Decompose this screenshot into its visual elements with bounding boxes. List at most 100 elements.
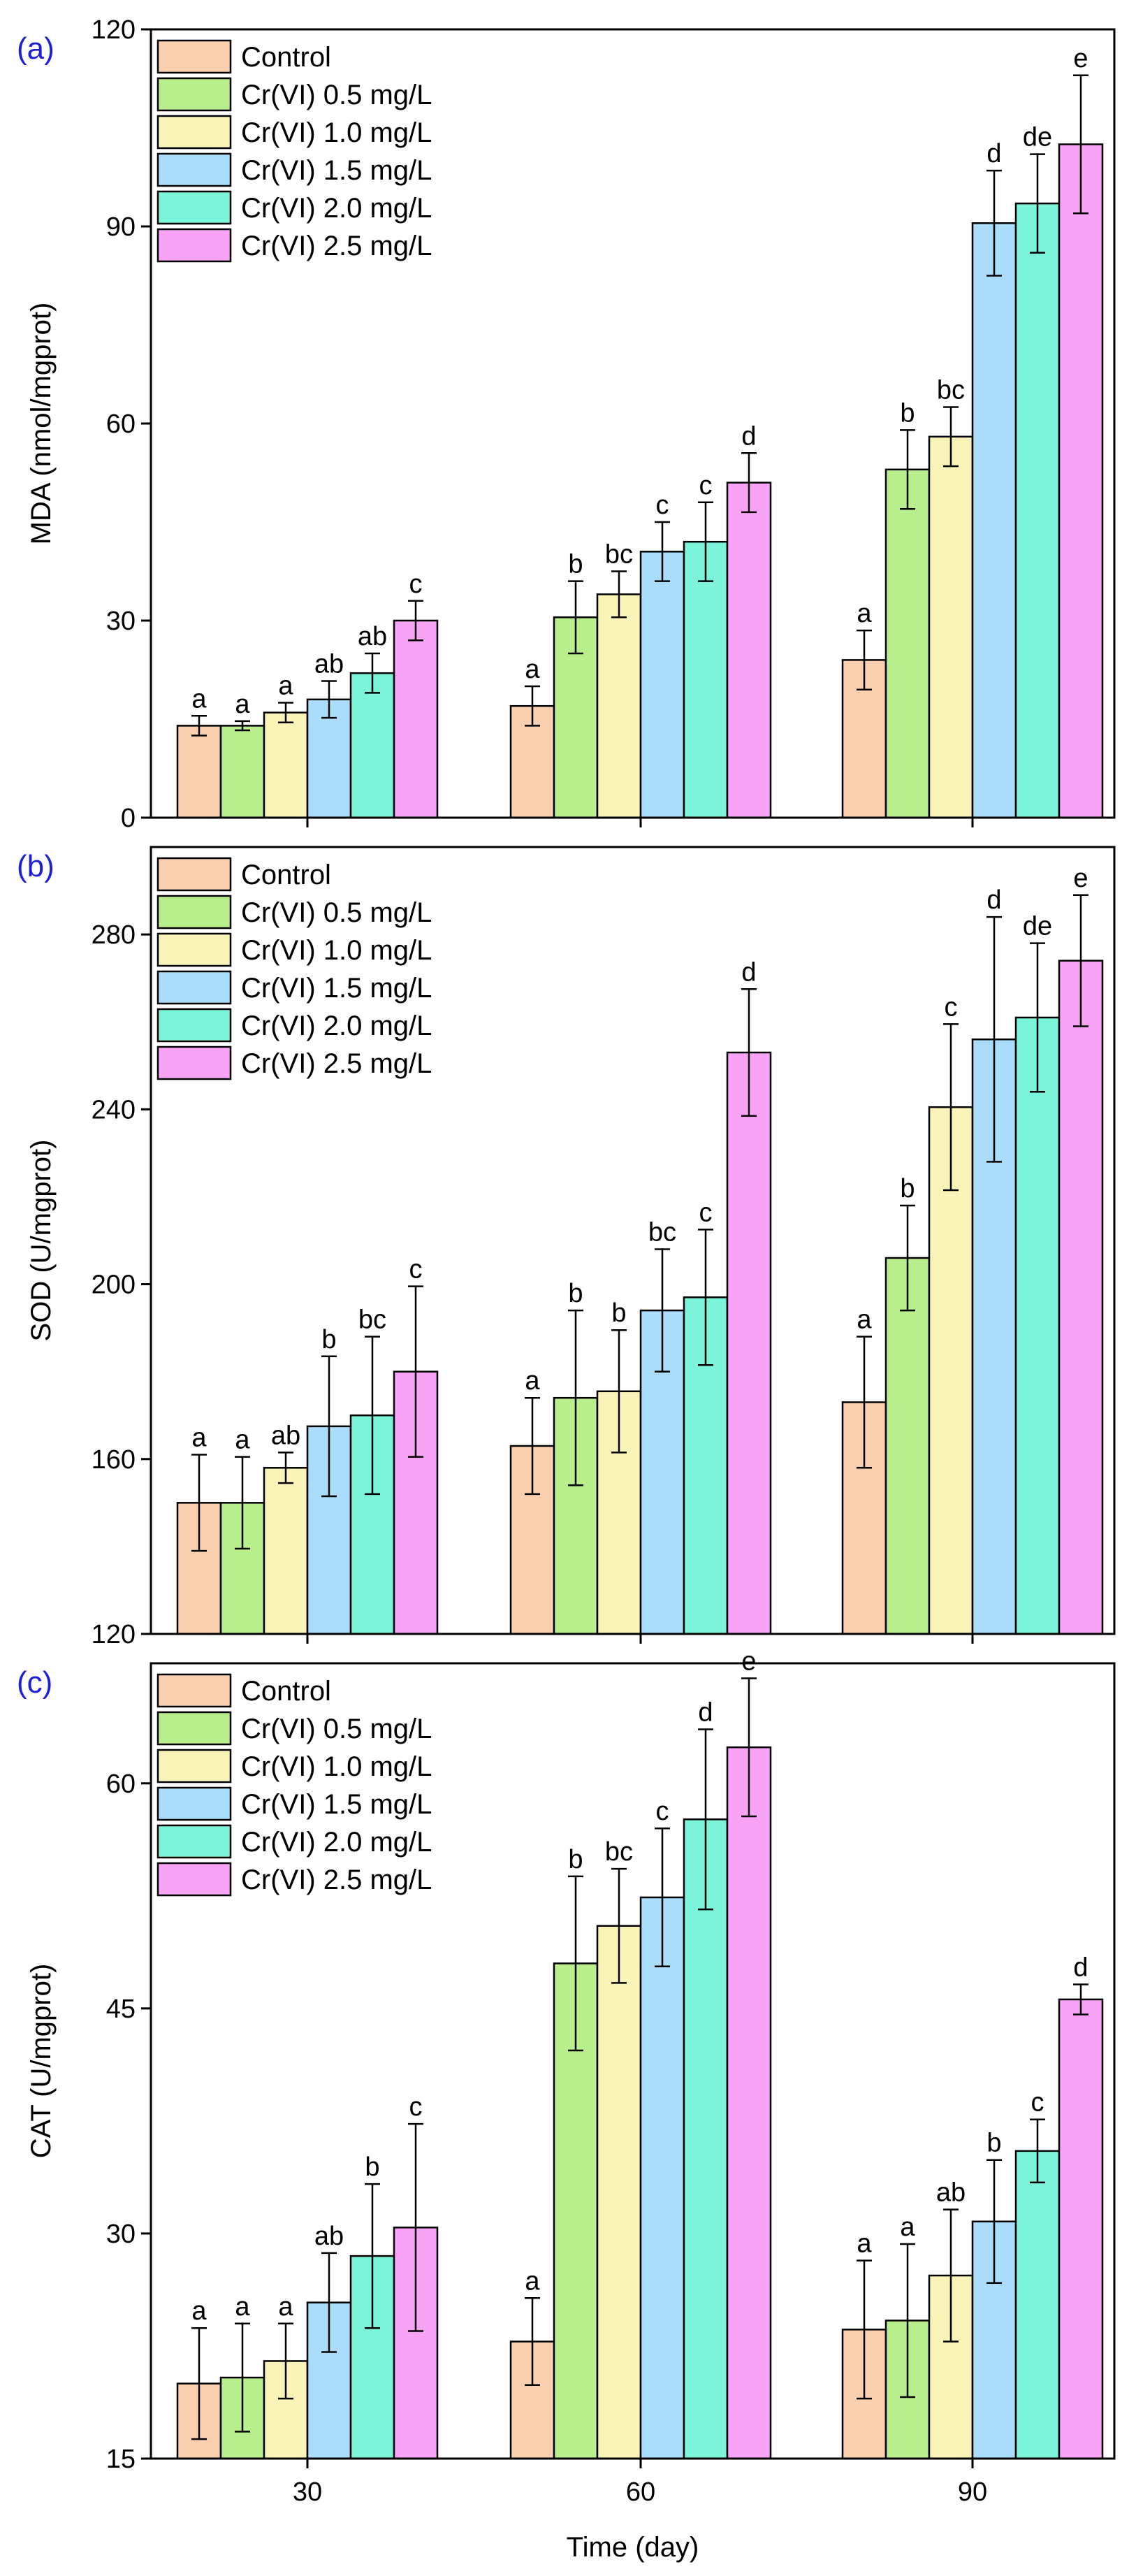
bar	[683, 1818, 729, 2460]
bar	[1058, 1998, 1104, 2460]
significance-label: b	[986, 2129, 1001, 2158]
bar	[971, 222, 1017, 819]
y-tick-label: 120	[92, 1620, 136, 1649]
bar	[263, 711, 309, 819]
legend-swatch	[156, 1786, 232, 1821]
significance-label: de	[1023, 123, 1052, 152]
significance-label: a	[525, 655, 540, 684]
bar	[263, 1467, 309, 1635]
bar	[176, 725, 222, 819]
significance-label: c	[699, 471, 713, 500]
bar	[639, 1896, 685, 2460]
panel-2: aaaabbabbcbbcdbccdecde120160200240280SOD…	[17, 846, 1116, 1649]
significance-label: c	[656, 491, 669, 520]
significance-label: c	[409, 1255, 423, 1285]
panel-label: (a)	[17, 31, 54, 66]
significance-label: b	[900, 1174, 915, 1203]
legend-label: Cr(VI) 2.5 mg/L	[241, 1048, 432, 1079]
y-tick-label: 90	[106, 212, 136, 242]
bar	[1058, 960, 1104, 1635]
legend-swatch	[156, 1824, 232, 1859]
bar	[726, 1051, 772, 1635]
legend-swatch	[156, 1008, 232, 1043]
significance-label: ab	[271, 1421, 300, 1450]
y-tick-label: 60	[106, 1770, 136, 1799]
significance-label: a	[235, 2292, 250, 2322]
significance-label: a	[525, 2266, 540, 2296]
significance-label: c	[1031, 2088, 1044, 2118]
significance-label: a	[191, 2296, 207, 2326]
bar	[1014, 2150, 1061, 2460]
bar	[726, 482, 772, 819]
significance-label: d	[698, 1698, 713, 1727]
legend-swatch	[156, 39, 232, 74]
significance-label: a	[235, 690, 250, 719]
bar	[1014, 202, 1061, 819]
significance-label: bc	[605, 540, 633, 570]
y-tick-label: 200	[92, 1271, 136, 1300]
significance-label: d	[1073, 1953, 1088, 1982]
legend-swatch	[156, 932, 232, 967]
legend-swatch	[156, 1862, 232, 1897]
significance-label: b	[568, 550, 583, 579]
y-tick-label: 160	[92, 1445, 136, 1475]
x-tick-label: 60	[626, 2477, 655, 2507]
legend-label: Cr(VI) 0.5 mg/L	[241, 80, 432, 110]
panel-label: (b)	[17, 849, 54, 883]
legend-swatch	[156, 1711, 232, 1746]
y-tick-label: 280	[92, 920, 136, 950]
significance-label: d	[986, 139, 1001, 168]
significance-label: e	[741, 1647, 756, 1676]
bar	[306, 698, 352, 819]
legend: Control Cr(VI) 0.5 mg/L Cr(VI) 1.0 mg/L Cr(…	[156, 1673, 432, 1897]
legend-label: Control	[241, 42, 331, 73]
y-tick-label: 45	[106, 1995, 136, 2024]
y-tick-label: 240	[92, 1095, 136, 1124]
legend-label: Cr(VI) 1.0 mg/L	[241, 1751, 432, 1782]
legend-label: Cr(VI) 1.0 mg/L	[241, 117, 432, 148]
y-tick-label: 30	[106, 607, 136, 636]
significance-label: b	[568, 1845, 583, 1874]
legend-swatch	[156, 228, 232, 263]
bar	[1014, 1016, 1061, 1635]
bar	[219, 725, 265, 819]
legend-swatch	[156, 970, 232, 1005]
significance-label: c	[409, 570, 423, 599]
legend-label: Control	[241, 860, 331, 890]
legend-label: Cr(VI) 1.0 mg/L	[241, 935, 432, 966]
legend-swatch	[156, 1749, 232, 1783]
bar	[928, 435, 974, 819]
bar	[596, 1925, 642, 2460]
bar	[884, 468, 931, 819]
significance-label: c	[656, 1797, 669, 1826]
legend-label: Cr(VI) 2.5 mg/L	[241, 1865, 432, 1895]
legend-label: Control	[241, 1676, 331, 1707]
legend-label: Cr(VI) 1.5 mg/L	[241, 1789, 432, 1820]
significance-label: bc	[605, 1837, 633, 1867]
bar	[596, 593, 642, 819]
legend-label: Cr(VI) 1.5 mg/L	[241, 973, 432, 1004]
significance-label: a	[900, 2213, 915, 2242]
significance-label: d	[741, 957, 756, 987]
significance-label: a	[857, 599, 872, 628]
x-tick-label: 30	[293, 2477, 322, 2507]
legend-swatch	[156, 857, 232, 892]
significance-label: a	[278, 2292, 293, 2322]
significance-label: a	[857, 1305, 872, 1335]
panel-label: (c)	[17, 1665, 52, 1700]
significance-label: b	[365, 2152, 379, 2182]
significance-label: d	[986, 885, 1001, 915]
significance-label: e	[1073, 864, 1088, 893]
legend-swatch	[156, 115, 232, 150]
legend-swatch	[156, 895, 232, 929]
significance-label: ab	[314, 2222, 344, 2251]
bar	[349, 1414, 395, 1635]
legend-label: Cr(VI) 1.5 mg/L	[241, 155, 432, 186]
legend: Control Cr(VI) 0.5 mg/L Cr(VI) 1.0 mg/L Cr(…	[156, 857, 432, 1080]
plot-frame	[150, 1662, 1116, 2460]
significance-label: c	[945, 992, 958, 1022]
significance-label: b	[900, 398, 915, 428]
bar	[928, 1106, 974, 1635]
